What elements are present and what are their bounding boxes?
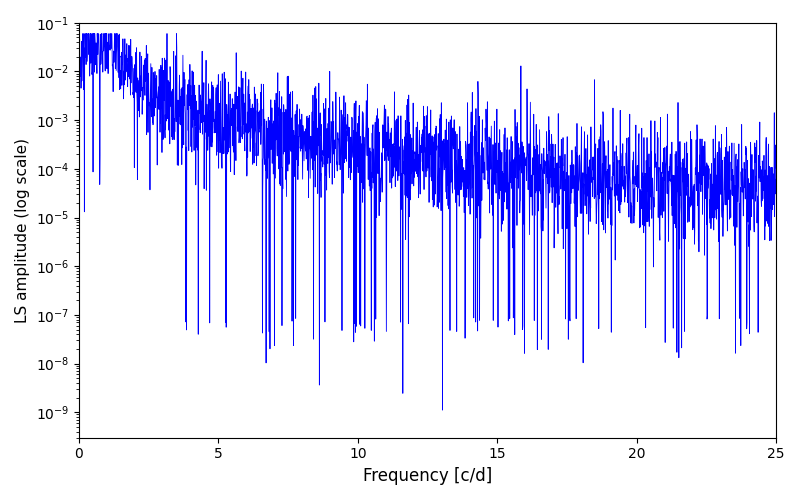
X-axis label: Frequency [c/d]: Frequency [c/d] <box>363 467 492 485</box>
Y-axis label: LS amplitude (log scale): LS amplitude (log scale) <box>15 138 30 323</box>
